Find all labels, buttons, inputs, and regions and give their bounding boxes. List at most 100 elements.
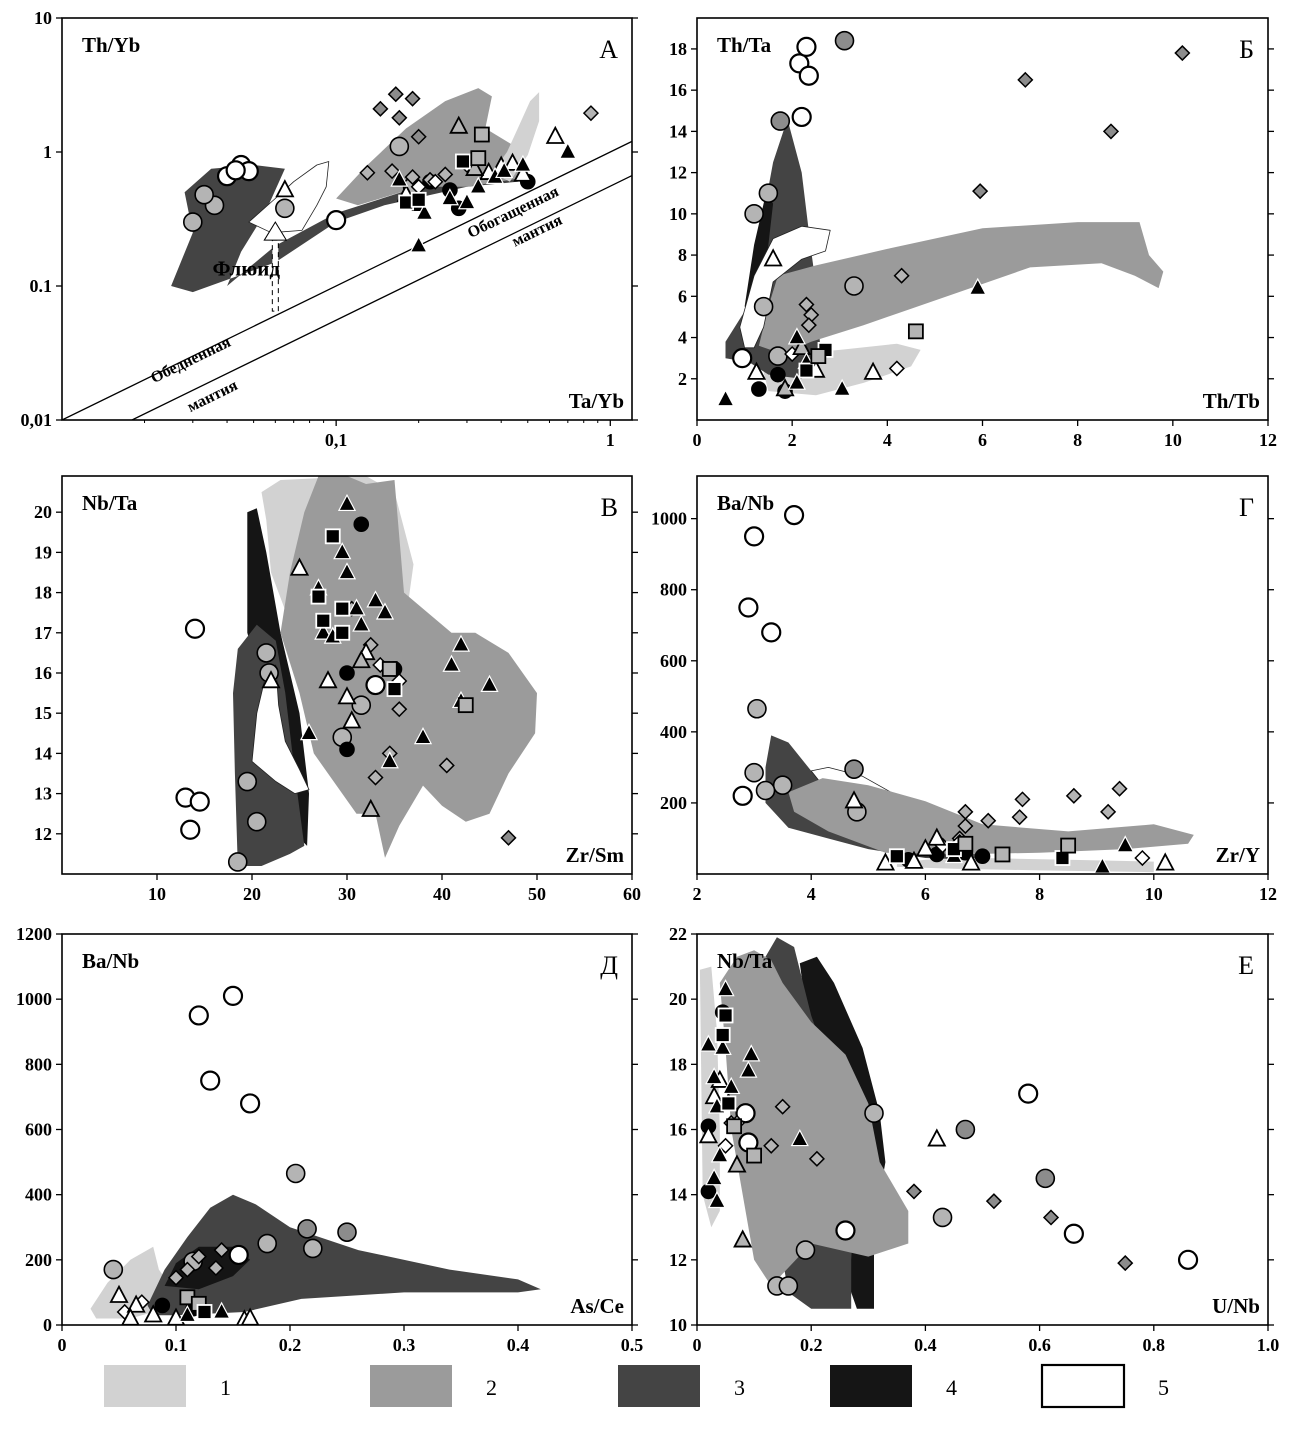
data-point-circle [246, 811, 267, 832]
data-point-circle [275, 198, 295, 219]
data-point-triangle [342, 710, 362, 729]
data-point-triangle [480, 674, 499, 692]
x-tick-label: 8 [1035, 884, 1044, 904]
field-2-area [788, 778, 1194, 855]
data-point-triangle [716, 389, 735, 407]
data-point-circle [770, 111, 791, 131]
y-tick-label: 800 [660, 580, 687, 600]
x-tick-label: 0 [58, 1335, 67, 1355]
data-point-triangle [792, 336, 812, 356]
y-tick-label: 12 [669, 163, 687, 183]
data-point-circle [222, 985, 244, 1007]
annotation-label: Обедненная [148, 334, 234, 387]
data-point-diamond [438, 757, 455, 774]
y-tick-label: 13 [34, 784, 52, 804]
data-point-square [810, 348, 827, 364]
data-point-triangle [705, 1168, 724, 1186]
data-point-triangle [109, 1284, 129, 1303]
data-point-triangle [722, 1076, 741, 1095]
data-point-circle [194, 184, 214, 205]
data-point-circle [1035, 1168, 1056, 1189]
data-point-circle [844, 276, 864, 296]
data-point-triangle [927, 1128, 947, 1147]
data-point-circle [783, 504, 805, 526]
legend-label: 1 [220, 1375, 231, 1400]
data-point-triangle [844, 790, 864, 809]
plot-area [90, 985, 541, 1325]
y-tick-label: 8 [678, 245, 687, 265]
data-point-square [410, 191, 427, 208]
data-point-triangle [299, 723, 319, 741]
data-point-triangle [289, 557, 310, 576]
data-point-circle [744, 204, 764, 224]
y-axis-title: Nb/Ta [82, 491, 138, 515]
x-tick-label: 0.5 [621, 1335, 644, 1355]
data-point-diamond [404, 169, 421, 186]
data-point-triangle [746, 361, 767, 380]
data-point-circle [297, 1219, 317, 1239]
data-point-circle [747, 698, 767, 719]
data-point-circle [761, 622, 782, 643]
legend-swatch-5 [1040, 1363, 1126, 1409]
y-tick-label: 400 [660, 722, 687, 742]
data-point-circle [184, 618, 206, 639]
panel-frame [696, 475, 1269, 875]
data-point-circle [735, 1103, 756, 1124]
x-tick-label: 0.6 [1028, 1335, 1051, 1355]
data-point-circle [732, 785, 753, 806]
x-tick-label: 1.0 [1257, 1335, 1280, 1355]
data-point-triangle [380, 751, 399, 769]
y-tick-label: 18 [669, 1054, 687, 1074]
data-point-circle [154, 1297, 171, 1314]
data-point-circle [339, 741, 355, 758]
data-point-circle [835, 1220, 856, 1241]
data-point-diamond [800, 317, 817, 334]
y-tick-label: 10 [34, 8, 52, 28]
x-tick-label: 4 [807, 884, 816, 904]
data-point-diamond [980, 812, 997, 829]
data-point-triangle [833, 378, 852, 396]
mantle-line-1 [62, 140, 632, 420]
data-point-square [717, 1007, 734, 1024]
x-tick-label: 1 [606, 430, 615, 450]
data-point-triangle [558, 141, 577, 159]
data-point-circle [180, 819, 201, 840]
data-point-square [720, 1095, 737, 1112]
x-tick-label: 2 [693, 884, 702, 904]
data-point-triangle [337, 493, 357, 512]
data-point-triangle [261, 670, 281, 689]
data-point-circle [237, 771, 258, 792]
data-point-diamond [893, 267, 910, 284]
data-point-triangle [699, 1034, 718, 1052]
y-axis-title: Ba/Nb [82, 949, 139, 973]
field-4-area [744, 193, 774, 307]
y-tick-label: 12 [34, 824, 52, 844]
data-point-circle [188, 1005, 209, 1026]
data-point-circle [1018, 1083, 1039, 1104]
x-tick-label: 50 [528, 884, 546, 904]
data-point-circle [795, 1240, 816, 1260]
data-point-circle [1063, 1223, 1084, 1244]
data-point-square [455, 153, 471, 170]
data-point-triangle [347, 598, 366, 616]
data-point-diamond [372, 100, 389, 117]
data-point-triangle [1155, 852, 1175, 871]
data-point-square [334, 624, 351, 641]
y-tick-label: 20 [34, 502, 52, 522]
data-point-triangle [1093, 856, 1112, 874]
data-point-circle [758, 183, 779, 204]
data-point-diamond [384, 163, 401, 180]
data-point-diamond [957, 817, 974, 835]
panel-letter: Д [600, 951, 618, 980]
x-tick-label: 12 [1259, 430, 1277, 450]
data-point-circle [256, 643, 277, 663]
data-point-diamond [1017, 71, 1034, 88]
panel-A: 0,1 1 0,01 0.1 1 10 Th/Yb Ta/Yb А Флюид Обедненная… [21, 8, 638, 450]
data-point-diamond [207, 1259, 224, 1277]
data-point-triangle [451, 634, 471, 652]
data-point-circle [200, 1070, 221, 1091]
data-point-diamond [1117, 1255, 1134, 1272]
panel-B: 0 2 4 6 8 10 12 2 4 6 8 10 12 14 16 18 Th/Ta Th/Tb Б [669, 17, 1277, 450]
data-point-diamond [1100, 803, 1117, 820]
legend-swatch-2 [370, 1365, 452, 1407]
